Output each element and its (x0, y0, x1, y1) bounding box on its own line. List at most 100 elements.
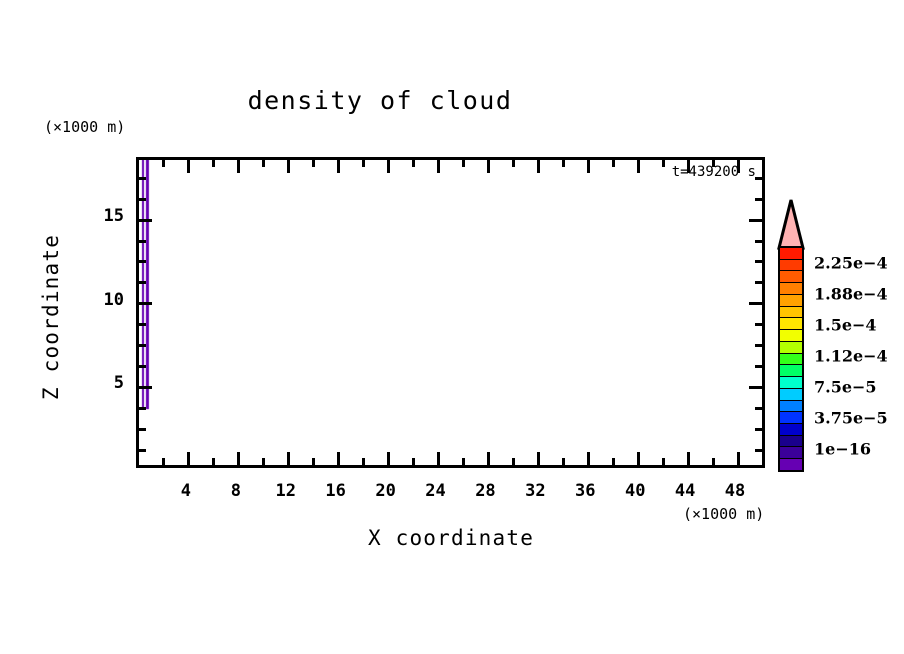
colorbar-band (780, 318, 802, 331)
x-tick-top (561, 160, 565, 167)
y-tick-right (755, 176, 762, 180)
x-tick (337, 452, 341, 465)
colorbar-band (780, 412, 802, 425)
colorbar-band (780, 341, 802, 354)
y-tick (139, 176, 146, 180)
x-tick-top (237, 160, 241, 173)
y-tick-right (749, 218, 762, 222)
y-tick-right (755, 448, 762, 452)
x-tick-label: 44 (674, 481, 696, 501)
x-tick-top (212, 160, 216, 167)
y-tick (139, 448, 146, 452)
x-tick-label: 48 (724, 481, 746, 501)
colorbar-band (780, 400, 802, 413)
y-tick (139, 406, 146, 410)
y-tick-right (749, 385, 762, 389)
x-tick (262, 458, 266, 465)
x-tick-top (661, 160, 665, 167)
colorbar-label: 7.5e−5 (814, 377, 877, 397)
x-tick-top (461, 160, 465, 167)
x-tick (486, 452, 490, 465)
colorbar-label: 1e−16 (814, 439, 871, 459)
contour-canvas (139, 160, 762, 465)
plot-area: t=439200 s (136, 157, 765, 468)
x-tick (461, 458, 465, 465)
y-tick-right (755, 281, 762, 285)
x-tick-top (162, 160, 166, 167)
colorbar-band (780, 388, 802, 401)
colorbar-label: 1.5e−4 (814, 315, 877, 335)
y-tick (139, 364, 146, 368)
x-tick-top (511, 160, 515, 167)
y-axis-unit-label: (×1000 m) (44, 118, 126, 136)
colorbar-band (780, 283, 802, 295)
x-tick-label: 32 (525, 481, 546, 501)
x-tick-top (337, 160, 341, 173)
x-tick-label: 36 (575, 481, 596, 501)
y-tick (139, 385, 152, 389)
colorbar-label: 1.12e−4 (814, 346, 888, 366)
colorbar-band (780, 294, 802, 307)
x-tick (287, 452, 291, 465)
colorbar-band (780, 459, 802, 470)
y-tick (139, 302, 152, 306)
x-tick (611, 458, 615, 465)
y-tick-right (755, 406, 762, 410)
y-axis-title: Z coordinate (39, 233, 63, 401)
timestamp-annotation: t=439200 s (671, 164, 756, 180)
colorbar-overflow-arrow-icon (777, 199, 805, 250)
x-tick (437, 452, 441, 465)
x-tick-top (486, 160, 490, 173)
colorbar-gradient (778, 246, 804, 472)
x-tick-top (611, 160, 615, 167)
x-tick-top (686, 160, 690, 173)
y-tick-label: 5 (113, 373, 124, 394)
x-tick (387, 452, 391, 465)
x-tick (412, 458, 416, 465)
x-tick-label: 16 (325, 481, 346, 501)
colorbar-band (780, 435, 802, 448)
y-tick (139, 260, 146, 264)
colorbar-band (780, 330, 802, 342)
x-tick-label: 12 (275, 481, 296, 501)
x-tick-top (262, 160, 266, 167)
x-tick-top (412, 160, 416, 167)
x-tick-top (287, 160, 291, 173)
x-tick-top (187, 160, 191, 173)
colorbar-band (780, 365, 802, 378)
x-tick (686, 452, 690, 465)
x-tick (237, 452, 241, 465)
y-tick-label: 10 (103, 289, 124, 310)
x-tick (586, 452, 590, 465)
colorbar-label: 3.75e−5 (814, 408, 888, 428)
colorbar-band (780, 248, 802, 260)
x-tick-label: 28 (475, 481, 496, 501)
y-tick (139, 344, 146, 348)
x-tick (162, 458, 166, 465)
y-tick-right (755, 427, 762, 431)
x-tick (362, 458, 366, 465)
x-tick (536, 452, 540, 465)
x-tick (661, 458, 665, 465)
x-tick-label: 4 (180, 481, 192, 501)
y-tick (139, 323, 146, 327)
x-tick (212, 458, 216, 465)
colorbar-band (780, 377, 802, 389)
x-tick (736, 452, 740, 465)
y-tick-right (755, 344, 762, 348)
y-tick (139, 281, 146, 285)
colorbar-band (780, 271, 802, 284)
colorbar-band (780, 424, 802, 436)
x-tick-top (387, 160, 391, 173)
y-tick-right (755, 239, 762, 243)
colorbar-band (780, 353, 802, 366)
colorbar-band (780, 306, 802, 319)
x-axis-unit-label: (×1000 m) (683, 505, 765, 523)
y-tick (139, 239, 146, 243)
x-tick-top (536, 160, 540, 173)
x-tick-top (711, 160, 715, 167)
x-tick-top (586, 160, 590, 173)
x-tick-top (437, 160, 441, 173)
x-tick (312, 458, 316, 465)
